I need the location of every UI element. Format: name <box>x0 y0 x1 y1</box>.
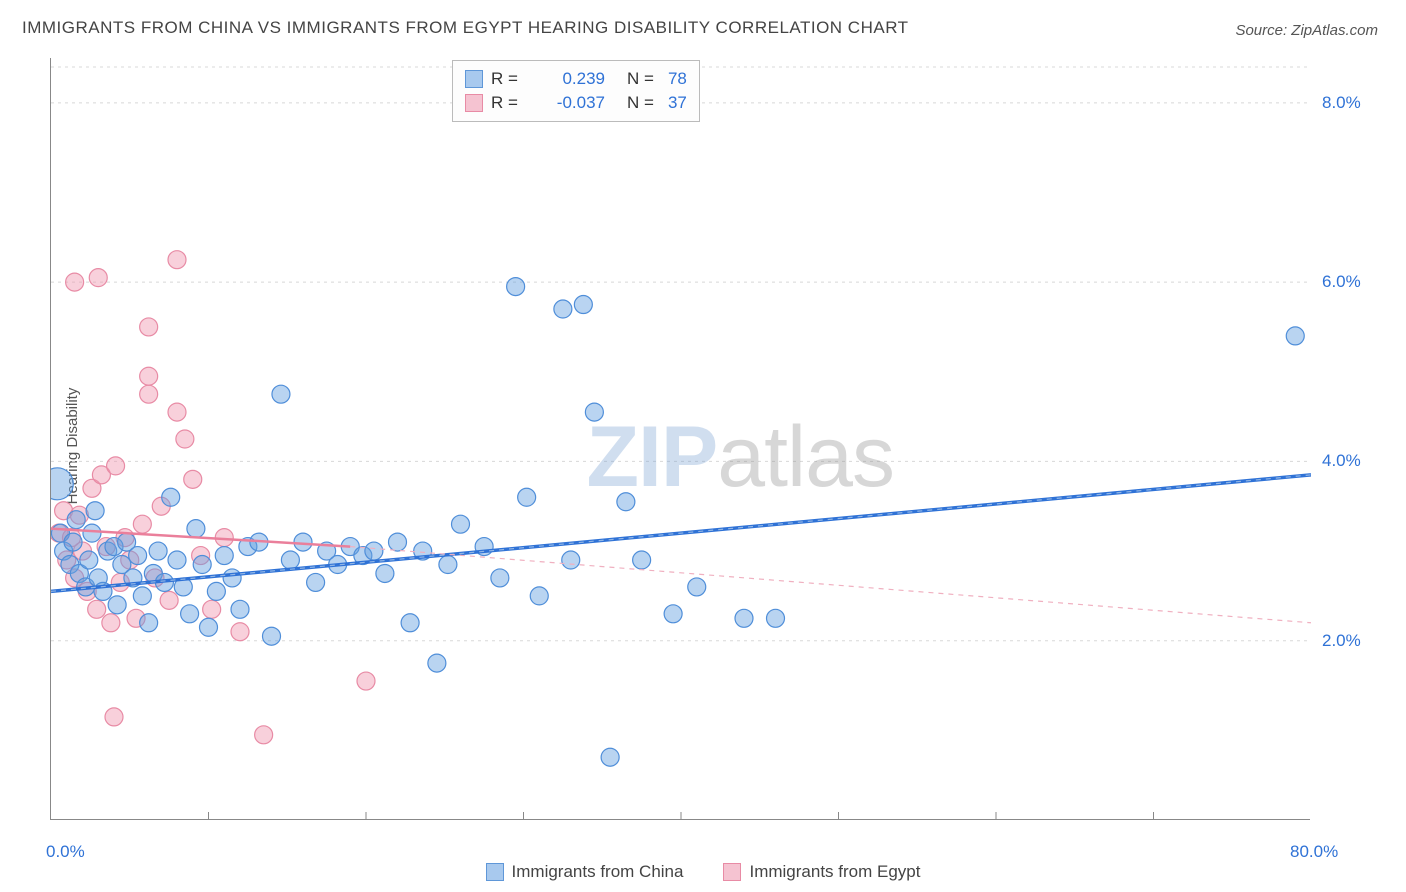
legend-swatch-egypt <box>723 863 741 881</box>
legend-label-egypt: Immigrants from Egypt <box>749 862 920 882</box>
legend-swatch-china <box>486 863 504 881</box>
chart-title: IMMIGRANTS FROM CHINA VS IMMIGRANTS FROM… <box>22 18 909 38</box>
y-tick-label: 8.0% <box>1322 93 1361 113</box>
n-label: N = <box>627 67 654 91</box>
swatch-egypt <box>465 94 483 112</box>
y-tick-label: 4.0% <box>1322 451 1361 471</box>
r-label: R = <box>491 67 527 91</box>
x-tick-label: 0.0% <box>46 842 85 862</box>
legend-label-china: Immigrants from China <box>512 862 684 882</box>
legend-item-egypt: Immigrants from Egypt <box>723 862 920 882</box>
n-label: N = <box>627 91 654 115</box>
n-value-china: 78 <box>668 67 687 91</box>
correlation-stats-box: R = 0.239 N = 78 R = -0.037 N = 37 <box>452 60 700 122</box>
source-credit: Source: ZipAtlas.com <box>1235 22 1378 39</box>
scatter-chart-svg <box>51 58 1311 820</box>
r-label: R = <box>491 91 527 115</box>
n-value-egypt: 37 <box>668 91 687 115</box>
legend-item-china: Immigrants from China <box>486 862 684 882</box>
r-value-china: 0.239 <box>535 67 605 91</box>
r-value-egypt: -0.037 <box>535 91 605 115</box>
stats-row-egypt: R = -0.037 N = 37 <box>465 91 687 115</box>
x-tick-label: 80.0% <box>1290 842 1338 862</box>
y-tick-label: 6.0% <box>1322 272 1361 292</box>
swatch-china <box>465 70 483 88</box>
bottom-legend: Immigrants from China Immigrants from Eg… <box>0 862 1406 882</box>
stats-row-china: R = 0.239 N = 78 <box>465 67 687 91</box>
chart-plot-area: ZIPatlas <box>50 58 1310 820</box>
y-tick-label: 2.0% <box>1322 631 1361 651</box>
